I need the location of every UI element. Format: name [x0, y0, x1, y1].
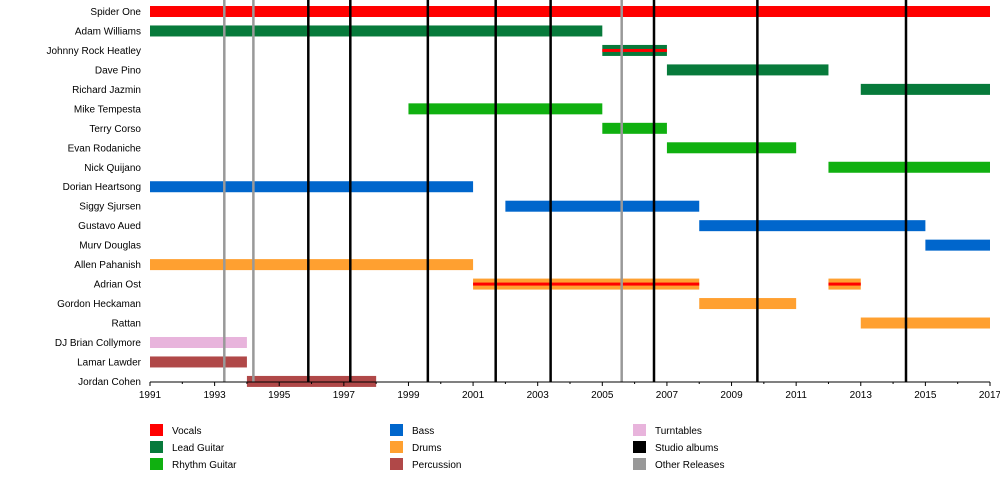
x-tick-label-2003: 2003 [527, 390, 550, 401]
x-tick-label-2009: 2009 [720, 390, 743, 401]
x-tick-label-2017: 2017 [979, 390, 1000, 401]
bar-johnny-rock-heatley-vocals-1 [602, 48, 667, 52]
x-tick-label-2011: 2011 [785, 390, 807, 401]
bar-lamar-lawder-percussion-0 [150, 356, 247, 368]
bar-nick-quijano-rhythm-guitar-0 [828, 161, 990, 173]
member-label-rattan: Rattan [112, 319, 141, 330]
legend-label-other-releases: Other Releases [655, 460, 724, 471]
member-label-richard-jazmin: Richard Jazmin [72, 85, 141, 96]
bar-jordan-cohen-percussion-0 [246, 375, 377, 387]
bar-allen-pahanish-drums-0 [150, 259, 474, 271]
legend-label-turntables: Turntables [655, 426, 702, 437]
member-label-siggy-sjursen: Siggy Sjursen [79, 202, 141, 213]
legend-swatch-percussion [390, 458, 403, 470]
legend-label-drums: Drums [412, 443, 441, 454]
member-labels-layer: Spider One Adam Williams Johnny Rock Heatl… [47, 7, 142, 388]
legend-swatch-rhythm-guitar [150, 458, 163, 470]
legend-label-vocals: Vocals [172, 426, 201, 437]
bar-adrian-ost-vocals-3 [828, 282, 861, 286]
member-label-gustavo-aued: Gustavo Aued [78, 221, 141, 232]
bar-dave-pino-lead-guitar-0 [666, 64, 829, 76]
x-tick-label-2007: 2007 [656, 390, 679, 401]
member-label-terry-corso: Terry Corso [89, 124, 141, 135]
member-label-dj-brian-collymore: DJ Brian Collymore [55, 338, 142, 349]
legend-swatch-lead-guitar [150, 441, 163, 453]
bar-murv-douglas-bass-0 [925, 239, 990, 251]
legend-swatch-other-releases [633, 458, 646, 470]
bar-rattan-drums-0 [860, 317, 990, 329]
release-lines-layer [223, 0, 908, 382]
bar-gustavo-aued-bass-0 [699, 220, 926, 232]
member-label-jordan-cohen: Jordan Cohen [78, 377, 141, 388]
member-label-spider-one: Spider One [90, 7, 141, 18]
bar-adrian-ost-vocals-1 [473, 282, 700, 286]
legend: Vocals Bass Turntables Lead Guitar Drums Stud… [150, 424, 724, 471]
x-tick-label-1999: 1999 [397, 390, 420, 401]
bar-terry-corso-rhythm-guitar-0 [602, 122, 667, 134]
bar-richard-jazmin-lead-guitar-0 [860, 83, 990, 95]
bars-layer [150, 6, 990, 387]
legend-swatch-vocals [150, 424, 163, 436]
legend-label-lead-guitar: Lead Guitar [172, 443, 225, 454]
member-label-adam-williams: Adam Williams [75, 26, 141, 37]
bar-evan-rodaniche-rhythm-guitar-0 [666, 142, 797, 154]
bar-dj-brian-collymore-turntables-0 [150, 336, 247, 348]
x-tick-label-1993: 1993 [203, 390, 226, 401]
bar-siggy-sjursen-bass-0 [505, 200, 700, 212]
bar-gordon-heckaman-drums-0 [699, 298, 797, 310]
x-axis: 1991 1993 1995 1997 1999 2001 2003 2005 2007 2009… [139, 381, 1000, 401]
member-label-nick-quijano: Nick Quijano [84, 163, 141, 174]
x-tick-label-2013: 2013 [850, 390, 873, 401]
x-tick-label-2001: 2001 [462, 390, 485, 401]
legend-label-bass: Bass [412, 426, 434, 437]
legend-swatch-turntables [633, 424, 646, 436]
bar-mike-tempesta-rhythm-guitar-0 [408, 103, 603, 115]
member-label-evan-rodaniche: Evan Rodaniche [68, 143, 142, 154]
x-tick-label-2005: 2005 [591, 390, 614, 401]
x-tick-label-1991: 1991 [139, 390, 162, 401]
member-label-dave-pino: Dave Pino [95, 65, 142, 76]
legend-swatch-bass [390, 424, 403, 436]
x-tick-label-1995: 1995 [268, 390, 291, 401]
member-label-murv-douglas: Murv Douglas [79, 241, 141, 252]
legend-swatch-studio-albums [633, 441, 646, 453]
x-tick-label-2015: 2015 [914, 390, 937, 401]
member-label-lamar-lawder: Lamar Lawder [77, 357, 142, 368]
bar-adam-williams-lead-guitar-0 [150, 25, 603, 37]
x-tick-label-1997: 1997 [333, 390, 356, 401]
member-label-johnny-rock-heatley: Johnny Rock Heatley [47, 46, 142, 57]
legend-label-percussion: Percussion [412, 460, 461, 471]
member-label-mike-tempesta: Mike Tempesta [74, 104, 142, 115]
legend-swatch-drums [390, 441, 403, 453]
legend-label-studio-albums: Studio albums [655, 443, 718, 454]
bar-dorian-heartsong-bass-0 [150, 181, 474, 193]
member-label-gordon-heckaman: Gordon Heckaman [57, 299, 141, 310]
member-label-adrian-ost: Adrian Ost [94, 280, 141, 291]
legend-label-rhythm-guitar: Rhythm Guitar [172, 460, 237, 471]
member-label-allen-pahanish: Allen Pahanish [74, 260, 141, 271]
member-label-dorian-heartsong: Dorian Heartsong [63, 182, 141, 193]
bar-spider-one-vocals-0 [150, 6, 990, 17]
